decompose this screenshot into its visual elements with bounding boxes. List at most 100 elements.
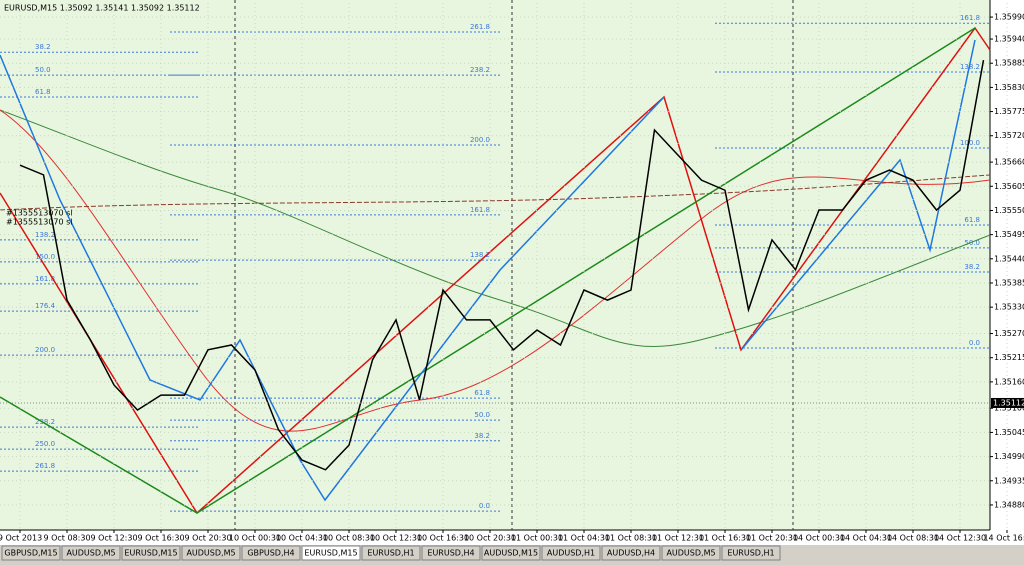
tab[interactable] xyxy=(481,545,541,561)
zigzag-blue xyxy=(740,39,976,351)
tab-label[interactable]: GBPUSD,M15 xyxy=(4,549,57,558)
time-axis xyxy=(0,530,990,545)
fib-label: 250.0 xyxy=(35,440,55,448)
x-tick-label: 10 Oct 16:30 xyxy=(417,534,469,543)
fib-label: 100.0 xyxy=(960,139,980,147)
fib-label: 61.8 xyxy=(474,389,490,397)
current-price-label: 1.35112 xyxy=(993,398,1024,407)
y-tick-label: 1.35720 xyxy=(994,131,1024,140)
x-tick-label: 14 Oct 12:30 xyxy=(934,534,986,543)
y-tick-label: 1.34935 xyxy=(994,476,1024,485)
x-tick-label: 14 Oct 08:30 xyxy=(887,534,939,543)
fib-label: 161.8 xyxy=(35,275,55,283)
fib-label: 176.4 xyxy=(35,302,56,310)
y-tick-label: 1.35990 xyxy=(994,13,1024,22)
y-tick-label: 1.34880 xyxy=(994,500,1024,509)
tab-bar: GBPUSD,M15 AUDUSD,M5 EURUSD,M15 AUDUSD,M5 GB… xyxy=(0,545,1024,561)
tab[interactable] xyxy=(181,545,241,561)
y-tick-label: 1.35100 xyxy=(994,404,1024,413)
fib-label: 50.0 xyxy=(35,66,51,74)
fib-label: 38.2 xyxy=(474,432,490,440)
y-tick-label: 1.35495 xyxy=(994,230,1024,239)
x-tick-label: 10 Oct 04:30 xyxy=(276,534,328,543)
tab-label[interactable]: AUDUSD,M15 xyxy=(484,549,538,558)
tab[interactable] xyxy=(1,545,61,561)
fib-label: 50.0 xyxy=(964,239,980,247)
trendline xyxy=(0,27,976,514)
y-tick-label: 1.35440 xyxy=(994,254,1024,263)
y-tick-label: 1.34990 xyxy=(994,452,1024,461)
day-separators xyxy=(234,0,794,530)
order-label: #1355513070 sl xyxy=(6,209,73,218)
y-tick-label: 1.35660 xyxy=(994,158,1024,167)
x-tick-label: 11 Oct 20:30 xyxy=(746,534,798,543)
tab[interactable] xyxy=(61,545,121,561)
x-tick-label: 11 Oct 00:30 xyxy=(511,534,563,543)
tab-label[interactable]: GBPUSD,H4 xyxy=(247,549,294,558)
y-tick-label: 1.35160 xyxy=(994,377,1024,386)
tab[interactable] xyxy=(421,545,481,561)
x-tick-label: 10 Oct 20:30 xyxy=(464,534,516,543)
x-tick-label: 10 Oct 08:30 xyxy=(323,534,375,543)
y-tick-label: 1.35045 xyxy=(994,428,1024,437)
fib-label: 161.8 xyxy=(960,14,980,22)
tab[interactable] xyxy=(601,545,661,561)
fib-label: 261.8 xyxy=(470,23,490,31)
fib-label: 50.0 xyxy=(474,411,490,419)
fib-label: 238.2 xyxy=(35,418,55,426)
x-tick-label: 9 Oct 20:30 xyxy=(184,534,231,543)
x-tick-label: 14 Oct 04:30 xyxy=(840,534,892,543)
x-tick-label: 14 Oct 16:3 xyxy=(983,534,1024,543)
chart-title: EURUSD,M15 1.35092 1.35141 1.35092 1.351… xyxy=(4,4,200,13)
zigzag-blue xyxy=(0,54,665,502)
tab-label[interactable]: AUDUSD,H1 xyxy=(547,549,595,558)
x-tick-label: 11 Oct 12:30 xyxy=(652,534,704,543)
fib-label: 138.2 xyxy=(470,251,490,259)
x-tick-label: 11 Oct 04:30 xyxy=(558,534,610,543)
tab[interactable] xyxy=(241,545,301,561)
tab[interactable] xyxy=(361,545,421,561)
y-tick-label: 1.35940 xyxy=(994,35,1024,44)
fib-label: 138.2 xyxy=(35,231,55,239)
tab-label[interactable]: AUDUSD,M5 xyxy=(666,549,715,558)
tab-label[interactable]: EURUSD,H4 xyxy=(427,549,474,558)
fib-label: 0.0 xyxy=(969,339,980,347)
tab[interactable] xyxy=(721,545,781,561)
x-tick-label: 11 Oct 16:30 xyxy=(699,534,751,543)
tab-label[interactable]: EURUSD,M15 xyxy=(304,549,357,558)
y-tick-label: 1.35830 xyxy=(994,83,1024,92)
x-tick-label: 10 Oct 00:30 xyxy=(229,534,281,543)
y-tick-label: 1.35775 xyxy=(994,107,1024,116)
tab[interactable] xyxy=(541,545,601,561)
tab[interactable] xyxy=(661,545,721,561)
y-tick-label: 1.35270 xyxy=(994,329,1024,338)
x-tick-label: 9 Oct 16:30 xyxy=(137,534,184,543)
y-tick-label: 1.35550 xyxy=(994,206,1024,215)
fib-label: 200.0 xyxy=(470,136,490,144)
tab-label[interactable]: AUDUSD,M5 xyxy=(186,549,235,558)
x-tick-label: 9 Oct 08:30 xyxy=(43,534,90,543)
order-label: #1355513070 sl xyxy=(6,218,73,227)
price-axis xyxy=(990,0,1024,545)
fib-label: 61.8 xyxy=(35,88,51,96)
x-tick-label: 14 Oct 00:30 xyxy=(793,534,845,543)
chart-background xyxy=(0,0,990,530)
tab-label[interactable]: EURUSD,M15 xyxy=(124,549,177,558)
current-price-box xyxy=(991,397,1024,408)
tab-label[interactable]: AUDUSD,M5 xyxy=(66,549,115,558)
x-tick-label: 10 Oct 12:30 xyxy=(370,534,422,543)
y-tick-label: 1.35885 xyxy=(994,59,1024,68)
tab[interactable] xyxy=(121,545,181,561)
tab-label[interactable]: EURUSD,H1 xyxy=(727,549,774,558)
moving-average xyxy=(0,109,991,347)
fib-label: 261.8 xyxy=(35,462,55,470)
y-tick-label: 1.35605 xyxy=(994,182,1024,191)
tab[interactable] xyxy=(301,545,361,561)
y-tick-label: 1.35385 xyxy=(994,278,1024,287)
tab-label[interactable]: AUDUSD,H4 xyxy=(607,549,655,558)
fib-label: 150.0 xyxy=(35,253,55,261)
tab-label[interactable]: EURUSD,H1 xyxy=(367,549,414,558)
fib-label: 0.0 xyxy=(479,502,490,510)
y-tick-label: 1.35215 xyxy=(994,353,1024,362)
